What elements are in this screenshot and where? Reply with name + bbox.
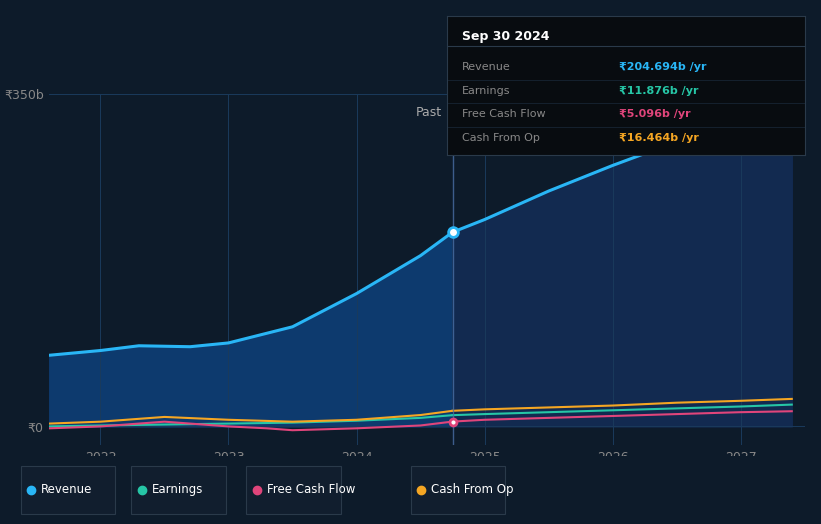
Text: Revenue: Revenue <box>41 484 93 496</box>
Text: ₹16.464b /yr: ₹16.464b /yr <box>619 133 699 143</box>
Text: Sep 30 2024: Sep 30 2024 <box>461 29 549 42</box>
Text: ₹11.876b /yr: ₹11.876b /yr <box>619 86 699 96</box>
FancyBboxPatch shape <box>410 466 505 514</box>
Text: Cash From Op: Cash From Op <box>431 484 513 496</box>
Text: Past: Past <box>416 106 443 119</box>
Text: Earnings: Earnings <box>152 484 204 496</box>
Text: Earnings: Earnings <box>461 86 510 96</box>
Text: Revenue: Revenue <box>461 62 511 72</box>
Text: Analysts Forecasts: Analysts Forecasts <box>463 106 579 119</box>
FancyBboxPatch shape <box>131 466 226 514</box>
Text: ₹204.694b /yr: ₹204.694b /yr <box>619 62 706 72</box>
Text: ₹5.096b /yr: ₹5.096b /yr <box>619 110 690 119</box>
Text: Free Cash Flow: Free Cash Flow <box>461 110 545 119</box>
FancyBboxPatch shape <box>21 466 115 514</box>
Text: Cash From Op: Cash From Op <box>461 133 539 143</box>
FancyBboxPatch shape <box>246 466 341 514</box>
Text: Free Cash Flow: Free Cash Flow <box>267 484 355 496</box>
